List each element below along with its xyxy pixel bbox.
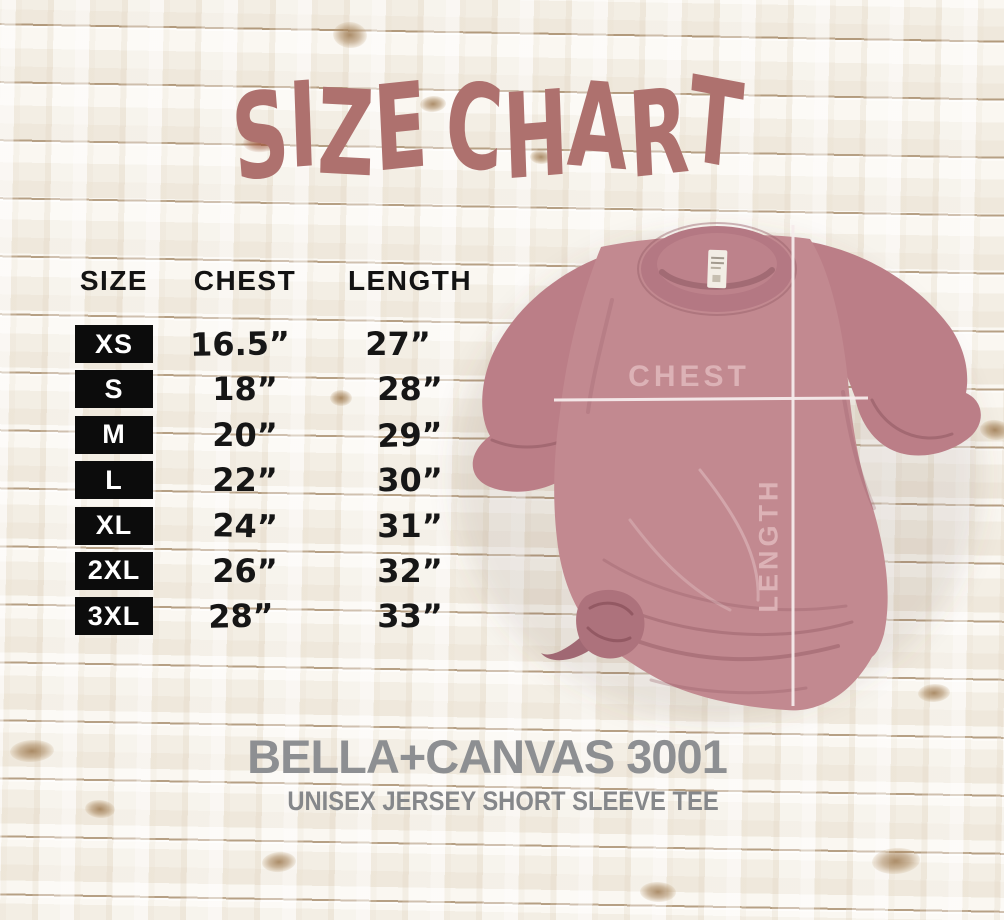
length-value: 28” (377, 370, 443, 409)
chest-value: 28” (207, 596, 275, 637)
size-badge: S (75, 370, 153, 409)
footer-brand: BELLA+CANVAS 3001 (247, 730, 728, 783)
size-table: SIZE CHEST LENGTH XS 16.5” 27” S 18” 28” M 20” 2… (68, 264, 498, 637)
size-table-row: M 20” 29” (68, 414, 498, 455)
chest-value: 22” (212, 461, 278, 500)
column-header-size: SIZE (79, 265, 149, 296)
chest-value: 24” (211, 505, 279, 546)
size-table-row: XS 16.5” 27” (68, 324, 498, 364)
chest-value: 16.5” (189, 324, 291, 364)
cuff-crease (870, 398, 954, 440)
size-badge: 3XL (75, 597, 153, 636)
length-label: LENGTH (753, 477, 784, 613)
size-badge: M (75, 415, 153, 454)
chest-measure-line (553, 396, 869, 402)
length-value: 30” (377, 461, 443, 500)
column-header-length: LENGTH (347, 265, 473, 296)
size-table-header: SIZE CHEST LENGTH (68, 264, 498, 298)
size-badge: L (75, 461, 153, 500)
size-table-row: XL 24” 31” (68, 505, 498, 546)
size-badge: 2XL (75, 551, 153, 590)
neck-tag (707, 249, 728, 289)
fabric-wrinkles (586, 298, 876, 695)
chest-value: 18” (212, 370, 278, 409)
hem-knot (541, 589, 645, 661)
length-value: 32” (377, 551, 443, 590)
chest-label: CHEST (628, 360, 750, 393)
size-badge: XS (75, 325, 153, 363)
length-value: 33” (377, 597, 443, 636)
length-value: 31” (377, 506, 443, 545)
length-value: 27” (365, 325, 431, 363)
tshirt-right-sleeve (798, 240, 981, 456)
footer-product: UNISEX JERSEY SHORT SLEEVE TEE (287, 786, 719, 816)
chest-value: 26” (212, 551, 278, 590)
collar (637, 222, 797, 316)
chest-value: 20” (212, 415, 278, 454)
length-value: 29” (376, 414, 444, 455)
size-table-row: 3XL 28” 33” (68, 596, 498, 637)
size-table-body: XS 16.5” 27” S 18” 28” M 20” 29” L 22” 30” XL 24” 31” 2… (68, 324, 498, 637)
size-badge: XL (75, 506, 153, 545)
column-header-chest: CHEST (193, 265, 297, 296)
size-table-row: 2XL 26” 32” (68, 551, 498, 590)
size-table-row: S 18” 28” (68, 370, 498, 409)
size-table-row: L 22” 30” (68, 461, 498, 500)
tshirt-body (554, 234, 888, 711)
